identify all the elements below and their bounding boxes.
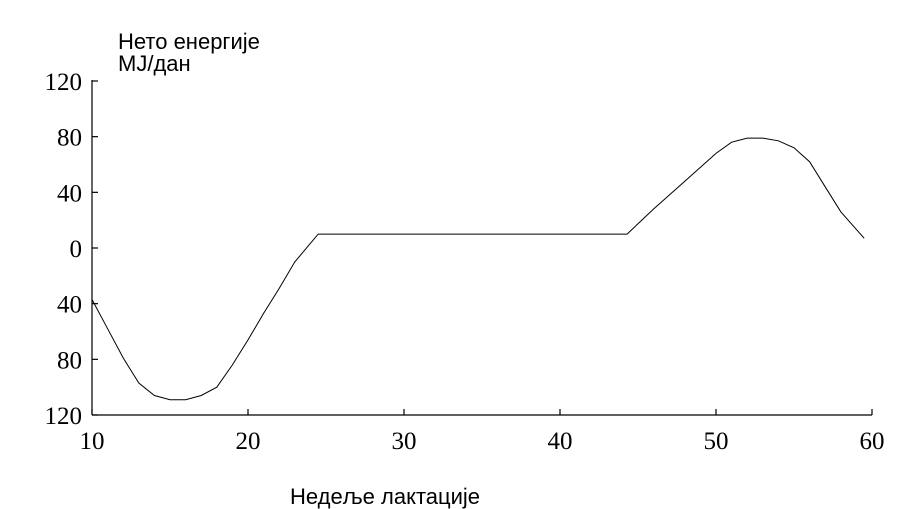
x-tick-label: 10 (80, 428, 105, 455)
series-group (91, 137, 865, 401)
y-tick-label: 80 (57, 347, 82, 374)
y-axis-title-line-1: Нето енергије (118, 29, 260, 54)
y-axis-title-line-2: MJ/дан (118, 51, 191, 76)
y-axis-title: Нето енергије MJ/дан (118, 29, 260, 76)
tick-marks (91, 80, 873, 416)
x-tick-labels: 10 20 30 40 50 60 (80, 428, 885, 455)
x-tick-label: 20 (236, 428, 261, 455)
y-tick-label: 120 (45, 69, 83, 96)
y-tick-label: 80 (57, 125, 82, 152)
y-tick-label: 0 (70, 236, 83, 263)
x-tick-label: 40 (548, 428, 573, 455)
axes (91, 80, 872, 416)
y-tick-label: 120 (45, 403, 83, 430)
x-tick-label: 60 (860, 428, 885, 455)
y-tick-label: 40 (57, 292, 82, 319)
y-tick-labels: 120 80 40 0 40 80 120 (45, 69, 83, 430)
x-tick-label: 50 (704, 428, 729, 455)
x-axis-title: Недеље лактације (290, 484, 480, 509)
x-tick-label: 30 (392, 428, 417, 455)
y-tick-label: 40 (57, 180, 82, 207)
series-line (91, 137, 865, 401)
